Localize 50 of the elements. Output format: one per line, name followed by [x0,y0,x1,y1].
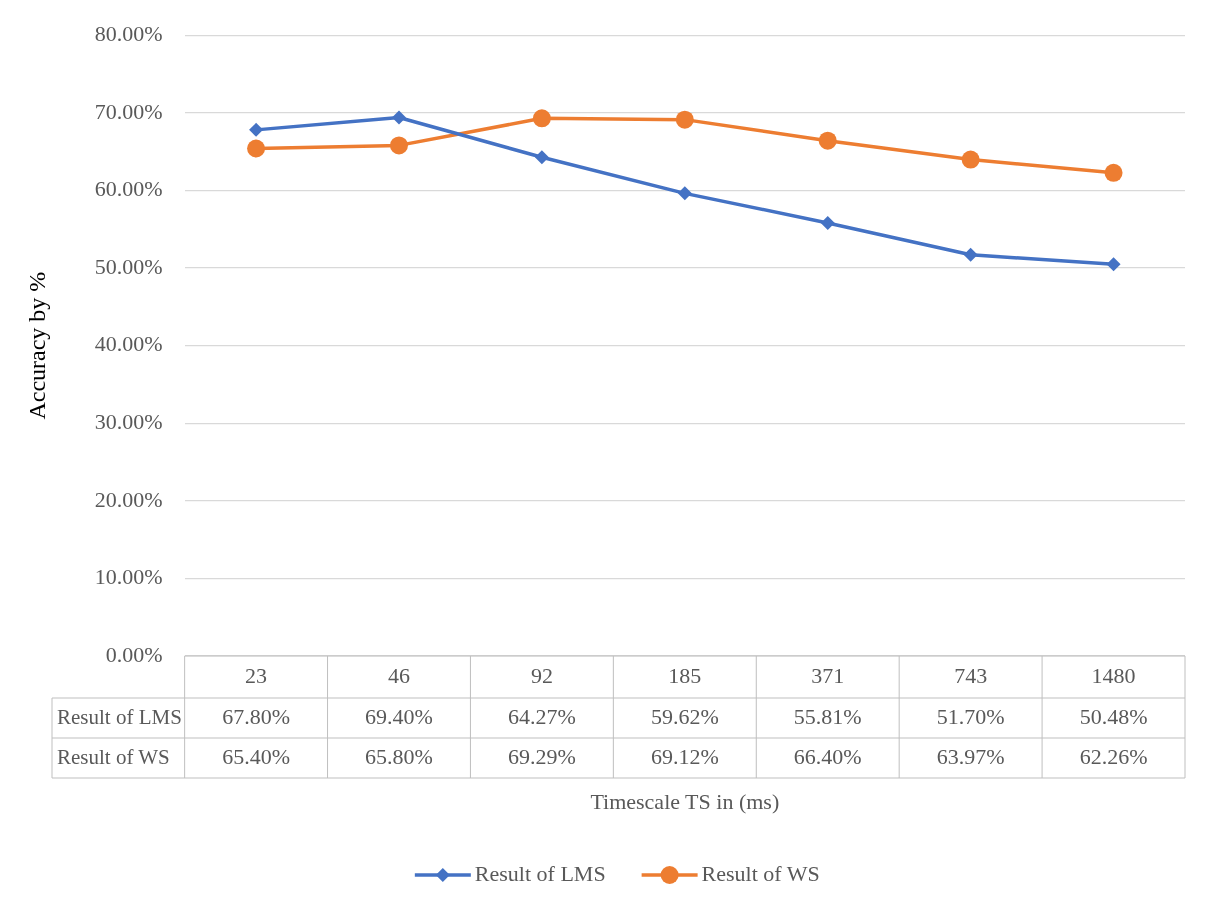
legend-label: Result of WS [701,860,820,886]
x-tick-label: 743 [954,662,988,688]
y-tick-label: 40.00% [94,331,163,357]
legend-label: Result of LMS [474,860,606,886]
y-tick-label: 60.00% [94,176,163,202]
point [391,110,406,125]
data-label: 67.80% [222,703,290,729]
point [963,247,978,262]
point [820,215,835,230]
point [677,186,692,201]
point [961,150,980,169]
x-tick-label: 185 [668,662,702,688]
data-label: 69.29% [507,743,576,769]
data-label: 55.81% [793,703,862,729]
x-tick-label: 371 [811,662,845,688]
point [675,110,694,129]
data-label: 62.26% [1079,743,1148,769]
x-axis-title: Timescale TS in (ms) [590,788,780,814]
data-label: 59.62% [650,703,719,729]
point [818,131,837,150]
y-tick-label: 50.00% [94,253,163,279]
text: Result of LMS [57,704,182,729]
x-tick-label: 46 [387,662,410,688]
y-tick-label: 30.00% [94,408,163,434]
data-label: 65.80% [365,743,433,769]
data-label: 69.40% [365,703,433,729]
text: Result of WS [57,744,170,769]
y-axis-title: Accuracy by % [23,271,50,420]
point [249,122,264,137]
data-label: 66.40% [793,743,862,769]
point [389,136,408,155]
y-tick-label: 20.00% [94,486,163,512]
data-label: 51.70% [936,703,1005,729]
x-tick-label: 23 [245,662,268,688]
point [534,150,549,165]
y-tick-label: 70.00% [94,98,163,124]
point [532,109,551,128]
x-tick-label: 1480 [1091,662,1136,688]
data-label: 65.40% [222,743,290,769]
data-label: 63.97% [936,743,1005,769]
y-tick-label: 0.00% [105,641,163,667]
data-label: 50.48% [1079,703,1148,729]
data-label: 69.12% [650,743,719,769]
point [1106,257,1121,272]
data-label: 64.27% [507,703,576,729]
x-tick-label: 92 [530,662,553,688]
point [1104,163,1123,182]
point [247,139,266,158]
y-tick-label: 10.00% [94,564,163,590]
y-tick-label: 80.00% [94,20,163,46]
